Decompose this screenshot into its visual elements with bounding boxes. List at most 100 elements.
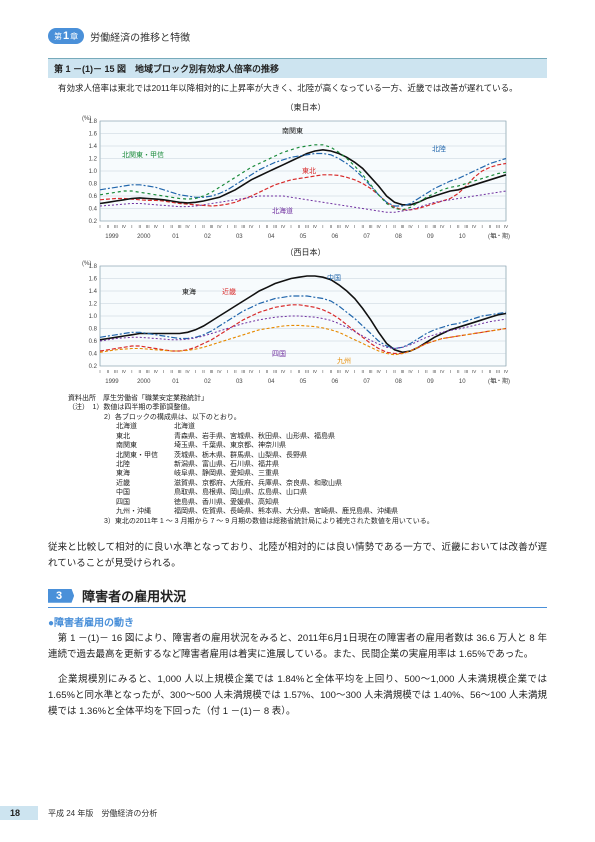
svg-text:I: I: [195, 224, 196, 229]
series-label: 中国: [327, 273, 341, 282]
svg-text:II: II: [489, 224, 492, 229]
svg-text:10: 10: [459, 379, 466, 385]
svg-text:IV: IV: [472, 369, 476, 374]
svg-text:05: 05: [300, 379, 307, 385]
svg-text:01: 01: [172, 379, 179, 385]
svg-text:III: III: [464, 224, 468, 229]
svg-text:0.4: 0.4: [89, 351, 98, 357]
series-label: 四国: [272, 350, 286, 358]
svg-text:I: I: [163, 224, 164, 229]
svg-text:0.2: 0.2: [89, 219, 98, 225]
line-chart: (%)0.20.40.60.81.01.21.41.61.81999200001…: [72, 258, 512, 386]
svg-text:IV: IV: [376, 369, 380, 374]
svg-text:IV: IV: [249, 369, 253, 374]
series-label: 近畿: [222, 287, 236, 296]
chart-subtitle: （西日本）: [72, 247, 539, 258]
svg-text:II: II: [234, 369, 237, 374]
svg-text:IV: IV: [440, 369, 444, 374]
svg-text:I: I: [418, 369, 419, 374]
svg-text:IV: IV: [408, 224, 412, 229]
svg-text:IV: IV: [408, 369, 412, 374]
svg-text:I: I: [481, 224, 482, 229]
figure-title: 第 1 －(1)－ 15 図 地域ブロック別有効求人倍率の推移: [48, 58, 547, 78]
svg-text:IV: IV: [185, 369, 189, 374]
svg-text:0.8: 0.8: [89, 181, 98, 187]
svg-text:06: 06: [331, 234, 338, 240]
svg-text:04: 04: [268, 234, 275, 240]
svg-text:1.4: 1.4: [89, 144, 98, 150]
svg-text:I: I: [386, 224, 387, 229]
svg-text:III: III: [305, 369, 309, 374]
svg-text:08: 08: [395, 234, 402, 240]
svg-text:III: III: [241, 224, 245, 229]
svg-text:09: 09: [427, 379, 434, 385]
svg-text:IV: IV: [504, 369, 508, 374]
svg-text:I: I: [481, 369, 482, 374]
svg-text:III: III: [210, 369, 214, 374]
svg-text:III: III: [401, 369, 405, 374]
svg-text:III: III: [401, 224, 405, 229]
svg-text:03: 03: [236, 379, 243, 385]
svg-text:II: II: [107, 369, 110, 374]
svg-text:II: II: [330, 224, 333, 229]
svg-text:IV: IV: [472, 224, 476, 229]
svg-text:II: II: [298, 224, 301, 229]
svg-text:0.2: 0.2: [89, 364, 98, 370]
svg-text:IV: IV: [122, 224, 126, 229]
svg-text:I: I: [227, 369, 228, 374]
svg-text:I: I: [131, 224, 132, 229]
svg-text:1.0: 1.0: [89, 314, 98, 320]
section-heading: 3 障害者の雇用状況: [48, 586, 547, 608]
svg-text:II: II: [489, 369, 492, 374]
svg-text:IV: IV: [313, 369, 317, 374]
svg-text:III: III: [464, 369, 468, 374]
svg-text:0.8: 0.8: [89, 326, 98, 332]
svg-text:IV: IV: [313, 224, 317, 229]
svg-text:1.6: 1.6: [89, 276, 98, 282]
svg-text:I: I: [290, 369, 291, 374]
svg-text:II: II: [361, 224, 364, 229]
svg-text:I: I: [322, 369, 323, 374]
svg-text:IV: IV: [281, 369, 285, 374]
section-number: 3: [48, 589, 74, 603]
svg-text:0.6: 0.6: [89, 194, 98, 200]
svg-text:I: I: [418, 224, 419, 229]
section-title: 障害者の雇用状況: [82, 586, 186, 605]
svg-text:IV: IV: [249, 224, 253, 229]
svg-text:I: I: [450, 369, 451, 374]
footer-text: 平成 24 年版 労働経済の分析: [48, 808, 157, 819]
body-paragraph: 第 1 －(1)－ 16 図により、障害者の雇用状況をみると、2011年6月1日…: [48, 631, 547, 663]
svg-text:II: II: [170, 224, 173, 229]
svg-text:I: I: [131, 369, 132, 374]
svg-text:I: I: [354, 224, 355, 229]
svg-text:I: I: [354, 369, 355, 374]
svg-text:02: 02: [204, 379, 211, 385]
chapter-badge: 第 1 章: [48, 28, 84, 44]
svg-text:IV: IV: [154, 369, 158, 374]
svg-text:03: 03: [236, 234, 243, 240]
svg-text:II: II: [266, 224, 269, 229]
svg-text:I: I: [259, 224, 260, 229]
svg-text:1.4: 1.4: [89, 289, 98, 295]
page-footer: 18 平成 24 年版 労働経済の分析: [0, 806, 157, 820]
svg-text:II: II: [170, 369, 173, 374]
svg-text:II: II: [202, 369, 205, 374]
svg-text:II: II: [266, 369, 269, 374]
svg-text:III: III: [337, 369, 341, 374]
line-chart: (%)0.20.40.60.81.01.21.41.61.81999200001…: [72, 113, 512, 241]
svg-text:0.4: 0.4: [89, 206, 98, 212]
figure-caption: 有効求人倍率は東北では2011年以降相対的に上昇率が大きく、北陸が高くなっている…: [48, 78, 547, 100]
chart-west: （西日本）(%)0.20.40.60.81.01.21.41.61.819992…: [48, 245, 547, 390]
svg-text:I: I: [290, 224, 291, 229]
svg-text:I: I: [195, 369, 196, 374]
svg-text:III: III: [146, 224, 150, 229]
svg-text:IV: IV: [345, 369, 349, 374]
body-paragraph: 企業規模別にみると、1,000 人以上規模企業では 1.84%と全体平均を上回り…: [48, 672, 547, 720]
svg-text:1.2: 1.2: [89, 156, 98, 162]
svg-text:(年・期): (年・期): [488, 232, 510, 240]
svg-text:III: III: [432, 224, 436, 229]
svg-text:III: III: [241, 369, 245, 374]
chapter-header: 第 1 章 労働経済の推移と特徴: [0, 0, 595, 48]
svg-text:II: II: [107, 224, 110, 229]
series-label: 北海道: [272, 206, 293, 215]
